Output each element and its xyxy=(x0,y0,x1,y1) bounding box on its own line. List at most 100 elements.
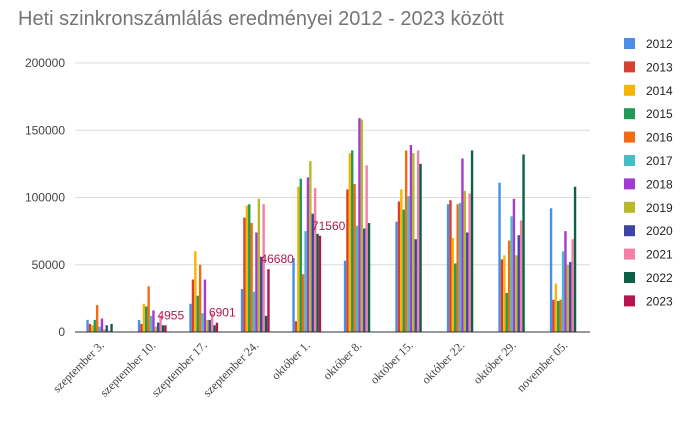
bar-2023[interactable] xyxy=(318,235,322,332)
bar-2013[interactable] xyxy=(140,323,143,332)
bar-2021[interactable] xyxy=(313,188,317,332)
bar-2018[interactable] xyxy=(564,231,567,332)
bar-2014[interactable] xyxy=(245,205,249,332)
bar-2015[interactable] xyxy=(505,292,508,332)
bar-2020[interactable] xyxy=(105,325,108,332)
bar-2020[interactable] xyxy=(157,322,160,332)
bar-2015[interactable] xyxy=(351,150,354,332)
legend-item-2023[interactable]: 2023 xyxy=(624,294,673,308)
bar-2020[interactable] xyxy=(466,232,469,332)
bar-2019[interactable] xyxy=(463,190,467,332)
bar-2015[interactable] xyxy=(93,319,96,332)
bar-2015[interactable] xyxy=(248,204,251,332)
legend-item-2020[interactable]: 2020 xyxy=(624,224,673,238)
bar-2022[interactable] xyxy=(264,315,268,332)
bar-2022[interactable] xyxy=(522,154,525,332)
bar-2020[interactable] xyxy=(208,319,211,332)
bar-2012[interactable] xyxy=(446,204,450,332)
legend-item-2016[interactable]: 2016 xyxy=(624,131,673,145)
bar-2018[interactable] xyxy=(255,232,258,332)
bar-2017[interactable] xyxy=(458,202,462,332)
bar-2021[interactable] xyxy=(210,313,214,332)
bar-2018[interactable] xyxy=(461,158,464,332)
bar-2014[interactable] xyxy=(91,325,94,332)
bar-2020[interactable] xyxy=(260,256,263,332)
bar-2012[interactable] xyxy=(549,208,553,332)
bar-2018[interactable] xyxy=(203,279,207,332)
bar-2014[interactable] xyxy=(503,255,506,332)
bar-2015[interactable] xyxy=(557,301,560,332)
bar-2012[interactable] xyxy=(189,303,192,332)
legend-item-2021[interactable]: 2021 xyxy=(624,248,673,262)
bar-2017[interactable] xyxy=(252,291,256,332)
bar-2017[interactable] xyxy=(98,326,101,332)
bar-2016[interactable] xyxy=(559,299,562,332)
bar-2017[interactable] xyxy=(561,251,565,332)
bar-2018[interactable] xyxy=(100,318,104,332)
bar-2015[interactable] xyxy=(145,306,148,332)
bar-2013[interactable] xyxy=(88,323,92,332)
legend-item-2022[interactable]: 2022 xyxy=(624,271,673,285)
bar-2020[interactable] xyxy=(414,239,417,332)
bar-2019[interactable] xyxy=(257,198,261,332)
legend-item-2015[interactable]: 2015 xyxy=(624,107,673,121)
bar-2015[interactable] xyxy=(402,209,405,332)
bar-2017[interactable] xyxy=(510,216,513,332)
bar-2019[interactable] xyxy=(103,329,106,332)
legend-item-2013[interactable]: 2013 xyxy=(624,60,673,74)
legend-item-2014[interactable]: 2014 xyxy=(624,84,673,98)
bar-2022[interactable] xyxy=(161,325,165,332)
bar-2015[interactable] xyxy=(196,295,199,332)
bar-2021[interactable] xyxy=(262,204,265,332)
bar-2012[interactable] xyxy=(137,319,141,332)
bar-2021[interactable] xyxy=(365,165,368,332)
bar-2019[interactable] xyxy=(206,319,209,332)
bar-2022[interactable] xyxy=(470,150,474,332)
bar-2014[interactable] xyxy=(194,251,197,332)
bar-2023[interactable] xyxy=(215,322,219,332)
bar-2013[interactable] xyxy=(294,321,298,332)
bar-2022[interactable] xyxy=(213,325,216,332)
bar-2020[interactable] xyxy=(311,213,314,332)
bar-2013[interactable] xyxy=(191,279,195,332)
bar-2012[interactable] xyxy=(343,260,347,332)
bar-2017[interactable] xyxy=(355,225,359,332)
bar-2012[interactable] xyxy=(498,182,501,332)
bar-2015[interactable] xyxy=(454,263,457,332)
bar-2021[interactable] xyxy=(416,150,420,332)
bar-2014[interactable] xyxy=(142,303,146,332)
bar-2021[interactable] xyxy=(107,330,111,332)
bar-2014[interactable] xyxy=(297,186,300,332)
bar-2023[interactable] xyxy=(164,325,167,332)
bar-2016[interactable] xyxy=(95,305,99,332)
bar-2012[interactable] xyxy=(86,319,89,332)
bar-2022[interactable] xyxy=(367,223,371,332)
bar-2016[interactable] xyxy=(456,204,459,332)
bar-2012[interactable] xyxy=(240,288,244,332)
bar-2013[interactable] xyxy=(449,200,452,332)
bar-2021[interactable] xyxy=(519,220,523,332)
bar-2023[interactable] xyxy=(267,269,270,332)
bar-2017[interactable] xyxy=(149,315,153,332)
bar-2017[interactable] xyxy=(201,313,204,332)
legend-item-2017[interactable]: 2017 xyxy=(624,154,673,168)
bar-2019[interactable] xyxy=(309,161,312,332)
bar-2016[interactable] xyxy=(404,150,408,332)
bar-2019[interactable] xyxy=(360,119,364,333)
bar-2022[interactable] xyxy=(316,233,319,332)
bar-2014[interactable] xyxy=(451,237,455,332)
bar-2020[interactable] xyxy=(517,235,520,332)
bar-2018[interactable] xyxy=(306,177,310,332)
bar-2019[interactable] xyxy=(412,153,415,332)
bar-2019[interactable] xyxy=(515,255,518,332)
bar-2013[interactable] xyxy=(346,189,349,332)
bar-2022[interactable] xyxy=(110,323,113,332)
bar-2014[interactable] xyxy=(400,189,403,332)
bar-2021[interactable] xyxy=(468,193,471,332)
bar-2019[interactable] xyxy=(154,326,158,332)
bar-2016[interactable] xyxy=(250,223,253,332)
bar-2016[interactable] xyxy=(301,274,305,332)
bar-2017[interactable] xyxy=(407,196,410,332)
bar-2022[interactable] xyxy=(573,186,577,332)
bar-2019[interactable] xyxy=(566,264,570,332)
